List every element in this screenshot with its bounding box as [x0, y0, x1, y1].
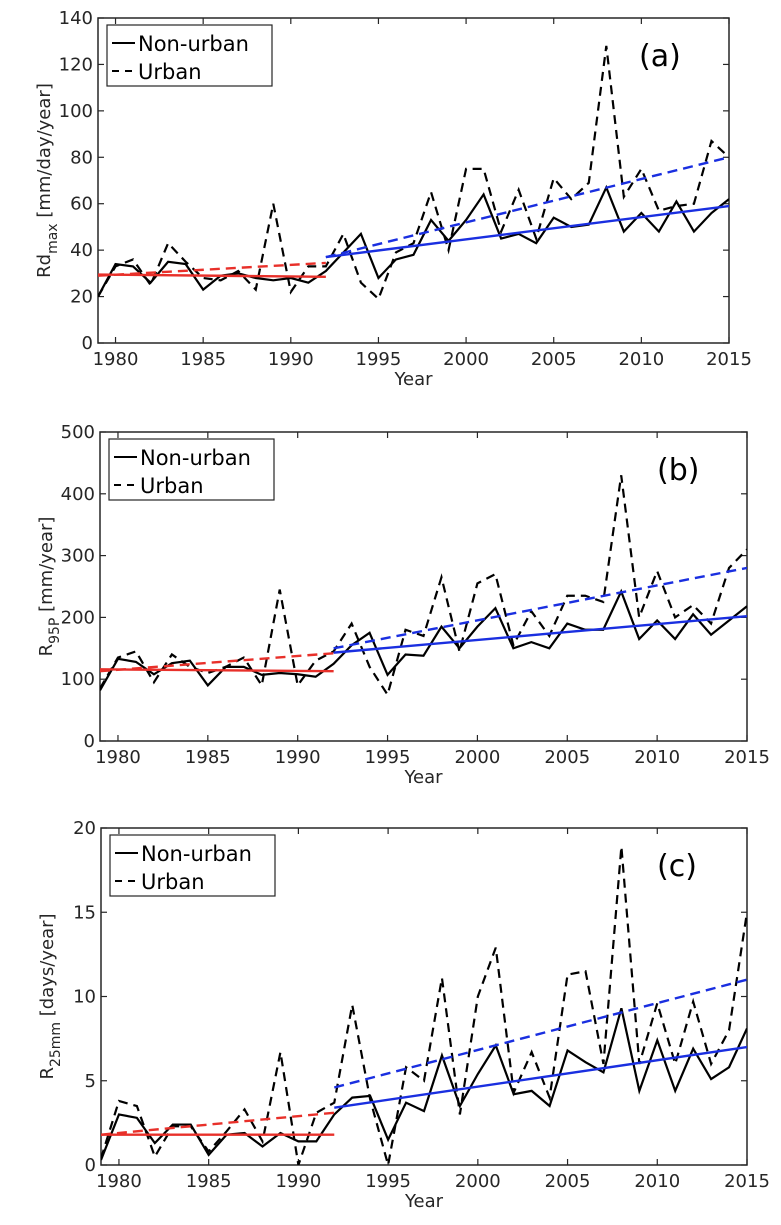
trend-line [98, 261, 326, 277]
x-tick-label: 1985 [185, 747, 231, 768]
y-tick-label: 0 [82, 333, 93, 354]
x-axis-label: Year [403, 767, 443, 788]
x-tick-label: 2015 [706, 349, 752, 370]
trend-line [325, 156, 729, 259]
x-tick-label: 2000 [455, 1171, 501, 1192]
trend-line [333, 614, 747, 654]
x-tick-label: 1985 [180, 349, 226, 370]
y-tick-label: 140 [59, 8, 93, 29]
x-tick-label: 1980 [96, 1171, 142, 1192]
y-tick-label: 200 [61, 607, 95, 628]
y-tick-label: 0 [84, 731, 95, 752]
legend: Non-urban Urban [106, 24, 273, 87]
legend-box [108, 438, 275, 501]
panel-label: (c) [657, 849, 697, 884]
y-tick-label: 20 [70, 287, 93, 308]
plot-area [101, 846, 747, 1165]
panel-b: 1980 1985 1990 1995 2000 2005 2010 2015 0 100 200 3… [36, 422, 770, 788]
x-tick-label: 1990 [268, 349, 314, 370]
legend-label: Urban [140, 474, 204, 498]
trend-line [333, 566, 747, 650]
y-tick-label: 100 [61, 669, 95, 690]
y-label-units: [mm/day/year] [34, 83, 55, 223]
series-non-urban [98, 184, 729, 298]
legend: Non-urban Urban [109, 834, 276, 897]
y-tick-label: 0 [85, 1155, 96, 1176]
x-tick-label: 1990 [275, 747, 321, 768]
x-tick-label: 2005 [544, 747, 590, 768]
trend-line [98, 273, 326, 279]
x-axis-label: Year [393, 369, 433, 390]
x-tick-label: 1995 [356, 349, 402, 370]
x-tick-label: 2000 [455, 747, 501, 768]
series-non-urban [101, 1007, 747, 1161]
trend-line [100, 668, 334, 673]
x-tick-label: 2010 [634, 747, 680, 768]
x-tick-label: 1980 [95, 747, 141, 768]
x-tick-label: 2010 [618, 349, 664, 370]
panel-a: 1980 1985 1990 1995 2000 2005 2010 2015 0 20 40 60 8… [34, 8, 752, 390]
legend-label: Urban [141, 870, 205, 894]
x-tick-label: 2005 [531, 349, 577, 370]
plot-area [98, 45, 729, 301]
y-tick-label: 10 [73, 987, 96, 1008]
y-tick-label: 20 [73, 818, 96, 839]
legend-label: Non-urban [141, 842, 252, 866]
trend-line [325, 204, 729, 259]
legend-label: Non-urban [140, 446, 251, 470]
y-label-main: Rd [34, 254, 55, 278]
y-axis-label: R25mm [days/year] [37, 913, 64, 1079]
trend-line [334, 1045, 747, 1109]
x-tick-label: 1990 [275, 1171, 321, 1192]
y-label-main: R [37, 1067, 58, 1080]
x-tick-label: 2015 [724, 747, 770, 768]
axes-frame [99, 431, 748, 742]
y-tick-label: 500 [61, 422, 95, 443]
series-urban [98, 45, 729, 301]
y-axis-label: R95P [mm/year] [36, 517, 63, 657]
y-tick-label: 60 [70, 194, 93, 215]
panel-c: 1980 1985 1990 1995 2000 2005 2010 2015 0 5 10 15 20… [37, 818, 770, 1212]
series-non-urban [100, 588, 747, 691]
y-label-units: [days/year] [37, 913, 58, 1021]
legend: Non-urban Urban [108, 438, 275, 501]
panel-label: (a) [639, 39, 681, 74]
legend-box [106, 24, 273, 87]
y-label-subscript: 25mm [48, 1022, 64, 1067]
x-tick-label: 2000 [443, 349, 489, 370]
y-label-subscript: 95P [47, 618, 63, 644]
y-tick-label: 40 [70, 240, 93, 261]
trend-line [100, 652, 334, 673]
x-tick-label: 2015 [724, 1171, 770, 1192]
x-tick-label: 1995 [365, 747, 411, 768]
trend-line [101, 1111, 335, 1136]
plot-area [100, 475, 747, 698]
legend-label: Non-urban [138, 32, 249, 56]
y-tick-label: 100 [59, 101, 93, 122]
panel-label: (b) [657, 453, 699, 488]
x-tick-label: 1995 [365, 1171, 411, 1192]
x-tick-label: 1985 [186, 1171, 232, 1192]
axes-frame [97, 17, 730, 344]
legend-box [109, 834, 276, 897]
series-urban [100, 475, 747, 698]
x-tick-label: 1980 [93, 349, 139, 370]
y-tick-label: 5 [85, 1071, 96, 1092]
trend-line [333, 978, 747, 1089]
y-tick-label: 15 [73, 902, 96, 923]
x-tick-label: 2005 [545, 1171, 591, 1192]
x-axis-label: Year [404, 1191, 444, 1212]
y-tick-label: 300 [61, 546, 95, 567]
y-label-subscript: max [45, 223, 61, 254]
y-label-main: R [36, 644, 57, 657]
y-axis-label: Rdmax [mm/day/year] [34, 83, 61, 278]
y-tick-label: 80 [70, 147, 93, 168]
y-label-units: [mm/year] [36, 517, 57, 618]
x-tick-label: 2010 [634, 1171, 680, 1192]
legend-label: Urban [138, 60, 202, 84]
y-tick-label: 120 [59, 54, 93, 75]
y-tick-label: 400 [61, 484, 95, 505]
